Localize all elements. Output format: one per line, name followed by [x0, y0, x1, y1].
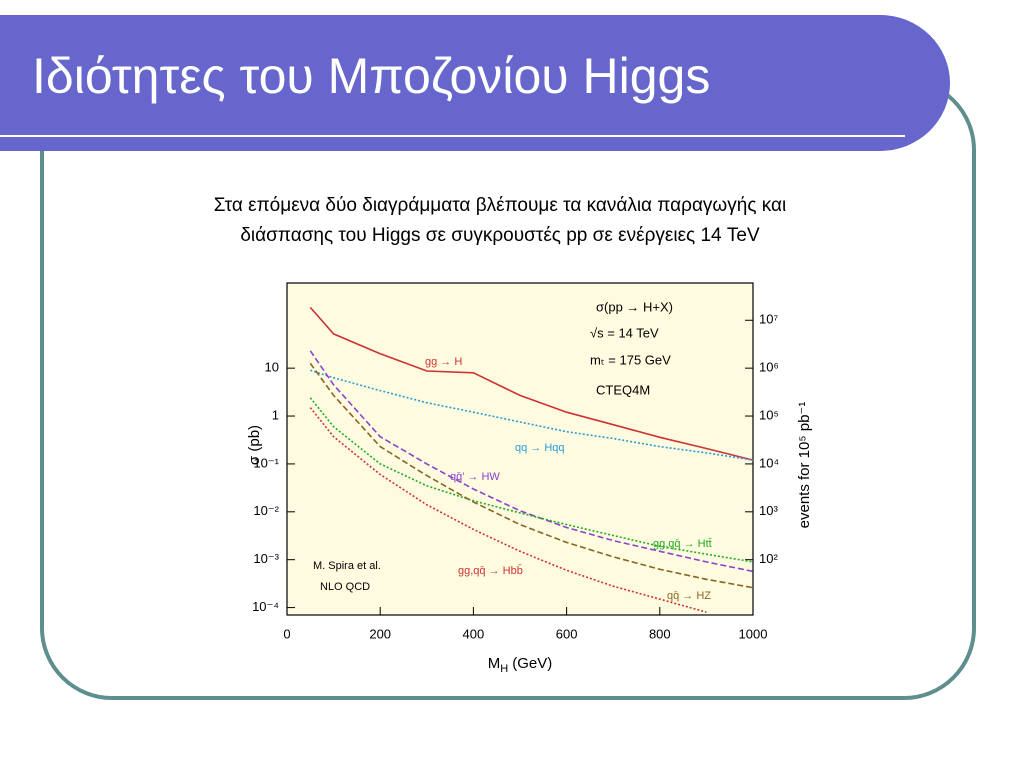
y2-axis-label: events for 10⁵ pb⁻¹ — [796, 402, 813, 529]
series-line — [310, 369, 754, 461]
x-axis-label: MH (GeV) — [488, 655, 552, 675]
x-tick-label: 400 — [463, 626, 485, 641]
annotation: NLO QCD — [320, 581, 370, 593]
x-tick-label: 1000 — [739, 626, 768, 641]
series-label: gg → H — [425, 356, 462, 368]
series-line — [309, 407, 707, 613]
y-tick-label: 10⁻⁴ — [252, 599, 279, 614]
series-label: gg,qq̄ → Hbb̄ — [458, 564, 523, 577]
annotation: σ(pp → H+X) — [596, 299, 673, 314]
series-line — [309, 306, 754, 461]
y2-tick-label: 10³ — [759, 503, 778, 518]
slide-text: διάσπασης του Higgs σε συγκρουστές pp σε… — [240, 225, 760, 246]
header-bar — [0, 15, 950, 151]
y-tick-label: 10⁻² — [253, 503, 279, 518]
y-axis-label: σ (pb) — [246, 425, 263, 465]
series-label: qq̄ → HZ — [667, 590, 711, 602]
slide-text: Στα επόμενα δύο διαγράμματα βλέπουμε τα … — [214, 195, 786, 216]
y2-tick-label: 10⁷ — [759, 312, 778, 327]
x-axis-label-main: M — [488, 655, 501, 672]
y2-tick-label: 10² — [759, 551, 778, 566]
annotation: mₜ = 175 GeV — [590, 352, 671, 367]
annotation: CTEQ4M — [596, 382, 650, 397]
series-line — [309, 362, 754, 589]
x-tick-label: 200 — [369, 626, 391, 641]
y-tick-label: 10⁻³ — [253, 551, 279, 566]
series-label: gg,qq̄ → Htt̄ — [653, 538, 712, 550]
y-tick-label: 10⁻¹ — [253, 455, 279, 470]
x-tick-label: 600 — [556, 626, 578, 641]
series-line — [309, 397, 754, 563]
series-label: qq → Hqq — [515, 442, 565, 454]
y2-tick-label: 10⁵ — [759, 407, 779, 422]
x-axis-label-sub: H — [500, 663, 508, 675]
annotation: M. Spira et al. — [313, 560, 381, 572]
slide-title: Ιδιότητες του Μποζονίου Higgs — [32, 48, 710, 104]
annotation: √s = 14 TeV — [590, 325, 659, 340]
y-tick-label: 10 — [265, 360, 279, 375]
y-tick-label: 1 — [272, 407, 279, 422]
x-tick-label: 0 — [283, 626, 290, 641]
series-label: qq̄' → HW — [450, 471, 500, 483]
x-tick-label: 800 — [649, 626, 671, 641]
x-axis-label-unit: (GeV) — [512, 655, 552, 672]
y2-tick-label: 10⁴ — [759, 455, 779, 470]
y2-tick-label: 10⁶ — [759, 360, 779, 375]
